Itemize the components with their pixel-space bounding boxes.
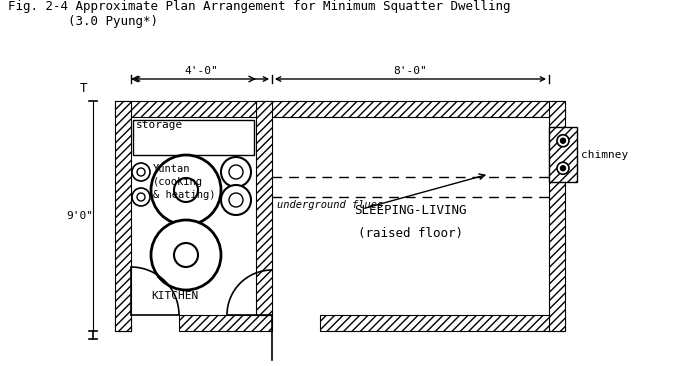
Bar xyxy=(549,101,565,331)
Text: 8'-0": 8'-0" xyxy=(394,66,428,76)
Text: 9'0": 9'0" xyxy=(67,211,94,221)
Bar xyxy=(133,120,254,155)
Text: underground flues: underground flues xyxy=(277,200,383,210)
Text: chimney: chimney xyxy=(581,149,629,160)
Text: Fig. 2-4 Approximate Plan Arrangement for Minimum Squatter Dwelling: Fig. 2-4 Approximate Plan Arrangement fo… xyxy=(8,0,511,13)
Circle shape xyxy=(137,193,145,201)
Bar xyxy=(179,315,272,331)
Circle shape xyxy=(561,138,565,143)
Circle shape xyxy=(132,163,150,181)
Text: KITCHEN: KITCHEN xyxy=(151,291,198,301)
Circle shape xyxy=(557,135,569,147)
Text: T: T xyxy=(79,82,87,95)
Text: 4'-0": 4'-0" xyxy=(184,66,218,76)
Bar xyxy=(115,101,131,331)
Circle shape xyxy=(174,178,198,202)
Bar xyxy=(256,101,272,315)
Text: Yuntan: Yuntan xyxy=(153,164,191,174)
Bar xyxy=(320,315,565,331)
Bar xyxy=(549,127,577,182)
Text: (3.0 Pyung*): (3.0 Pyung*) xyxy=(8,15,158,28)
Bar xyxy=(115,315,131,331)
Circle shape xyxy=(557,162,569,174)
Text: (cooking: (cooking xyxy=(153,177,203,187)
Bar xyxy=(115,101,565,117)
Text: SLEEPING-LIVING: SLEEPING-LIVING xyxy=(354,205,467,217)
Circle shape xyxy=(151,155,221,225)
Circle shape xyxy=(137,168,145,176)
Circle shape xyxy=(221,185,251,215)
Circle shape xyxy=(229,165,243,179)
Circle shape xyxy=(229,193,243,207)
Text: & heating): & heating) xyxy=(153,190,216,200)
Circle shape xyxy=(174,243,198,267)
Text: storage: storage xyxy=(136,120,183,130)
Circle shape xyxy=(561,166,565,171)
Circle shape xyxy=(221,157,251,187)
Circle shape xyxy=(151,220,221,290)
Text: (raised floor): (raised floor) xyxy=(358,227,463,239)
Circle shape xyxy=(132,188,150,206)
